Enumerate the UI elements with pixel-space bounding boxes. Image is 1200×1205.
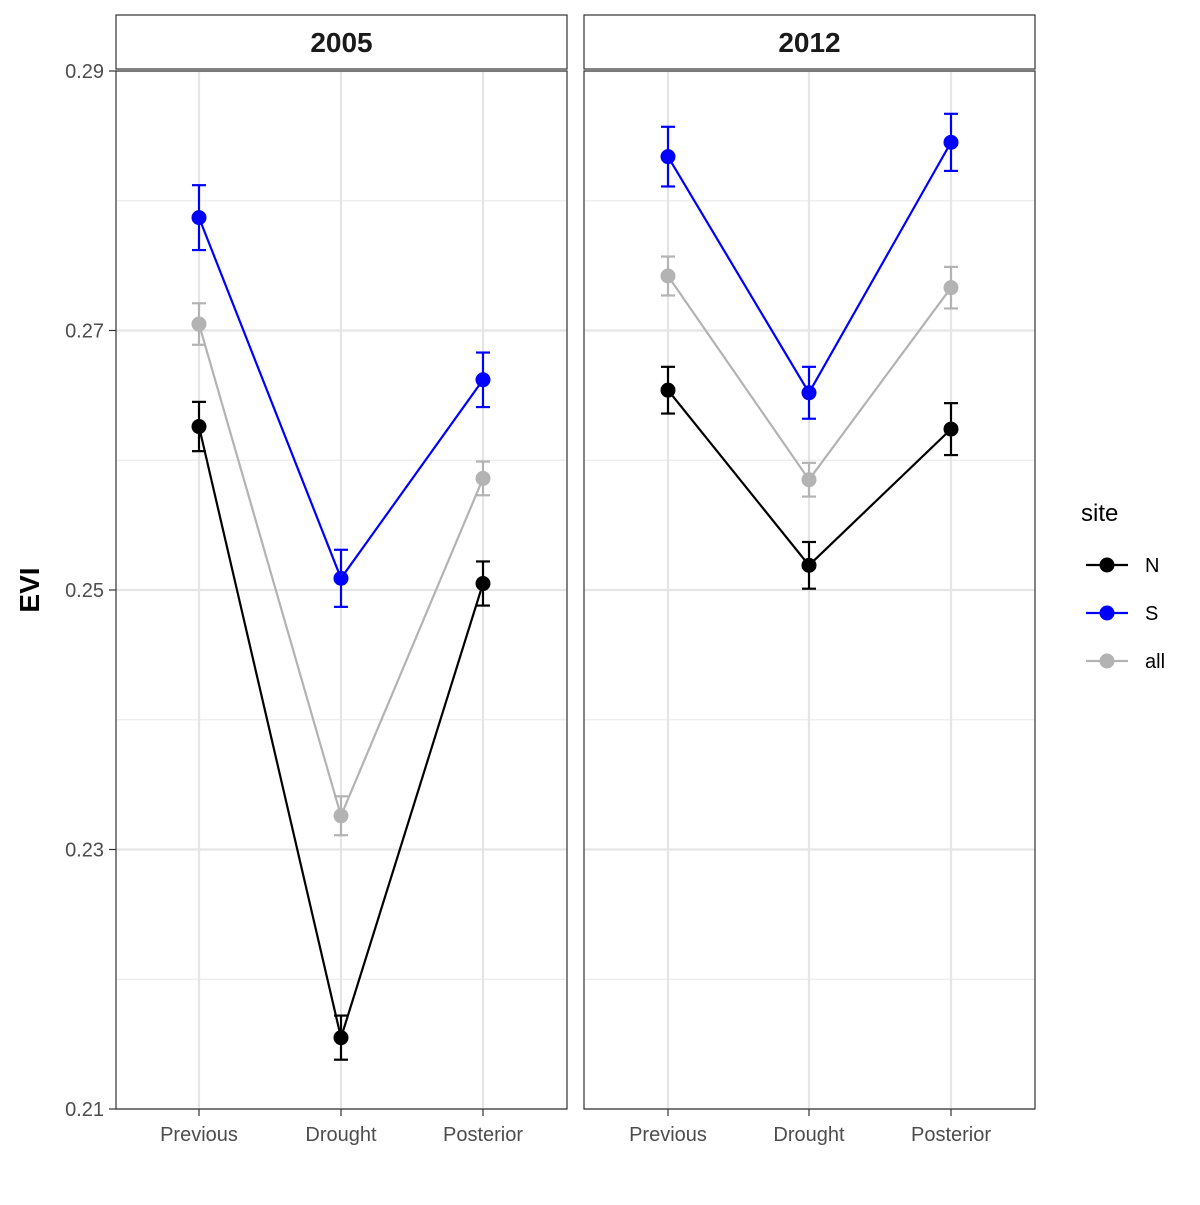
facet-strip — [115, 14, 568, 70]
data-point-all — [660, 268, 676, 284]
y-tick-label: 0.29 — [65, 61, 104, 83]
data-point-S — [333, 570, 349, 586]
legend-label-all: all — [1145, 651, 1165, 673]
x-tick-label: Drought — [773, 1124, 845, 1146]
y-tick-label: 0.23 — [65, 840, 104, 862]
data-point-S — [943, 134, 959, 150]
facet-strip — [583, 14, 1036, 70]
legend-key-point-all — [1099, 653, 1115, 669]
data-point-S — [660, 149, 676, 165]
data-point-all — [191, 316, 207, 332]
data-point-N — [191, 419, 207, 435]
x-tick-label: Posterior — [911, 1124, 991, 1146]
facet-title: 2005 — [310, 27, 372, 58]
panel-2012: 2012 Previous Drought Posterior — [583, 14, 1036, 1146]
data-point-N — [475, 576, 491, 592]
data-point-N — [801, 557, 817, 573]
data-point-N — [333, 1030, 349, 1046]
panel-2005: 2005 Previous Drought Posterior — [115, 14, 568, 1146]
y-axis-title: EVI — [14, 567, 45, 612]
data-point-S — [191, 210, 207, 226]
data-point-all — [943, 280, 959, 296]
data-point-N — [660, 382, 676, 398]
y-tick-label: 0.25 — [65, 580, 104, 602]
legend-title: site — [1081, 500, 1118, 527]
x-tick-label: Previous — [160, 1124, 238, 1146]
y-tick-label: 0.27 — [65, 321, 104, 343]
data-point-N — [943, 421, 959, 437]
x-tick-label: Posterior — [443, 1124, 523, 1146]
y-tick-label: 0.21 — [65, 1099, 104, 1121]
x-tick-label: Drought — [305, 1124, 377, 1146]
legend-label-N: N — [1145, 555, 1159, 577]
legend-key-point-S — [1099, 605, 1115, 621]
x-tick-label: Previous — [629, 1124, 707, 1146]
data-point-S — [475, 372, 491, 388]
data-point-all — [475, 470, 491, 486]
legend-key-point-N — [1099, 557, 1115, 573]
facet-title: 2012 — [778, 27, 840, 58]
data-point-all — [333, 808, 349, 824]
data-point-all — [801, 472, 817, 488]
data-point-S — [801, 385, 817, 401]
legend-label-S: S — [1145, 603, 1158, 625]
